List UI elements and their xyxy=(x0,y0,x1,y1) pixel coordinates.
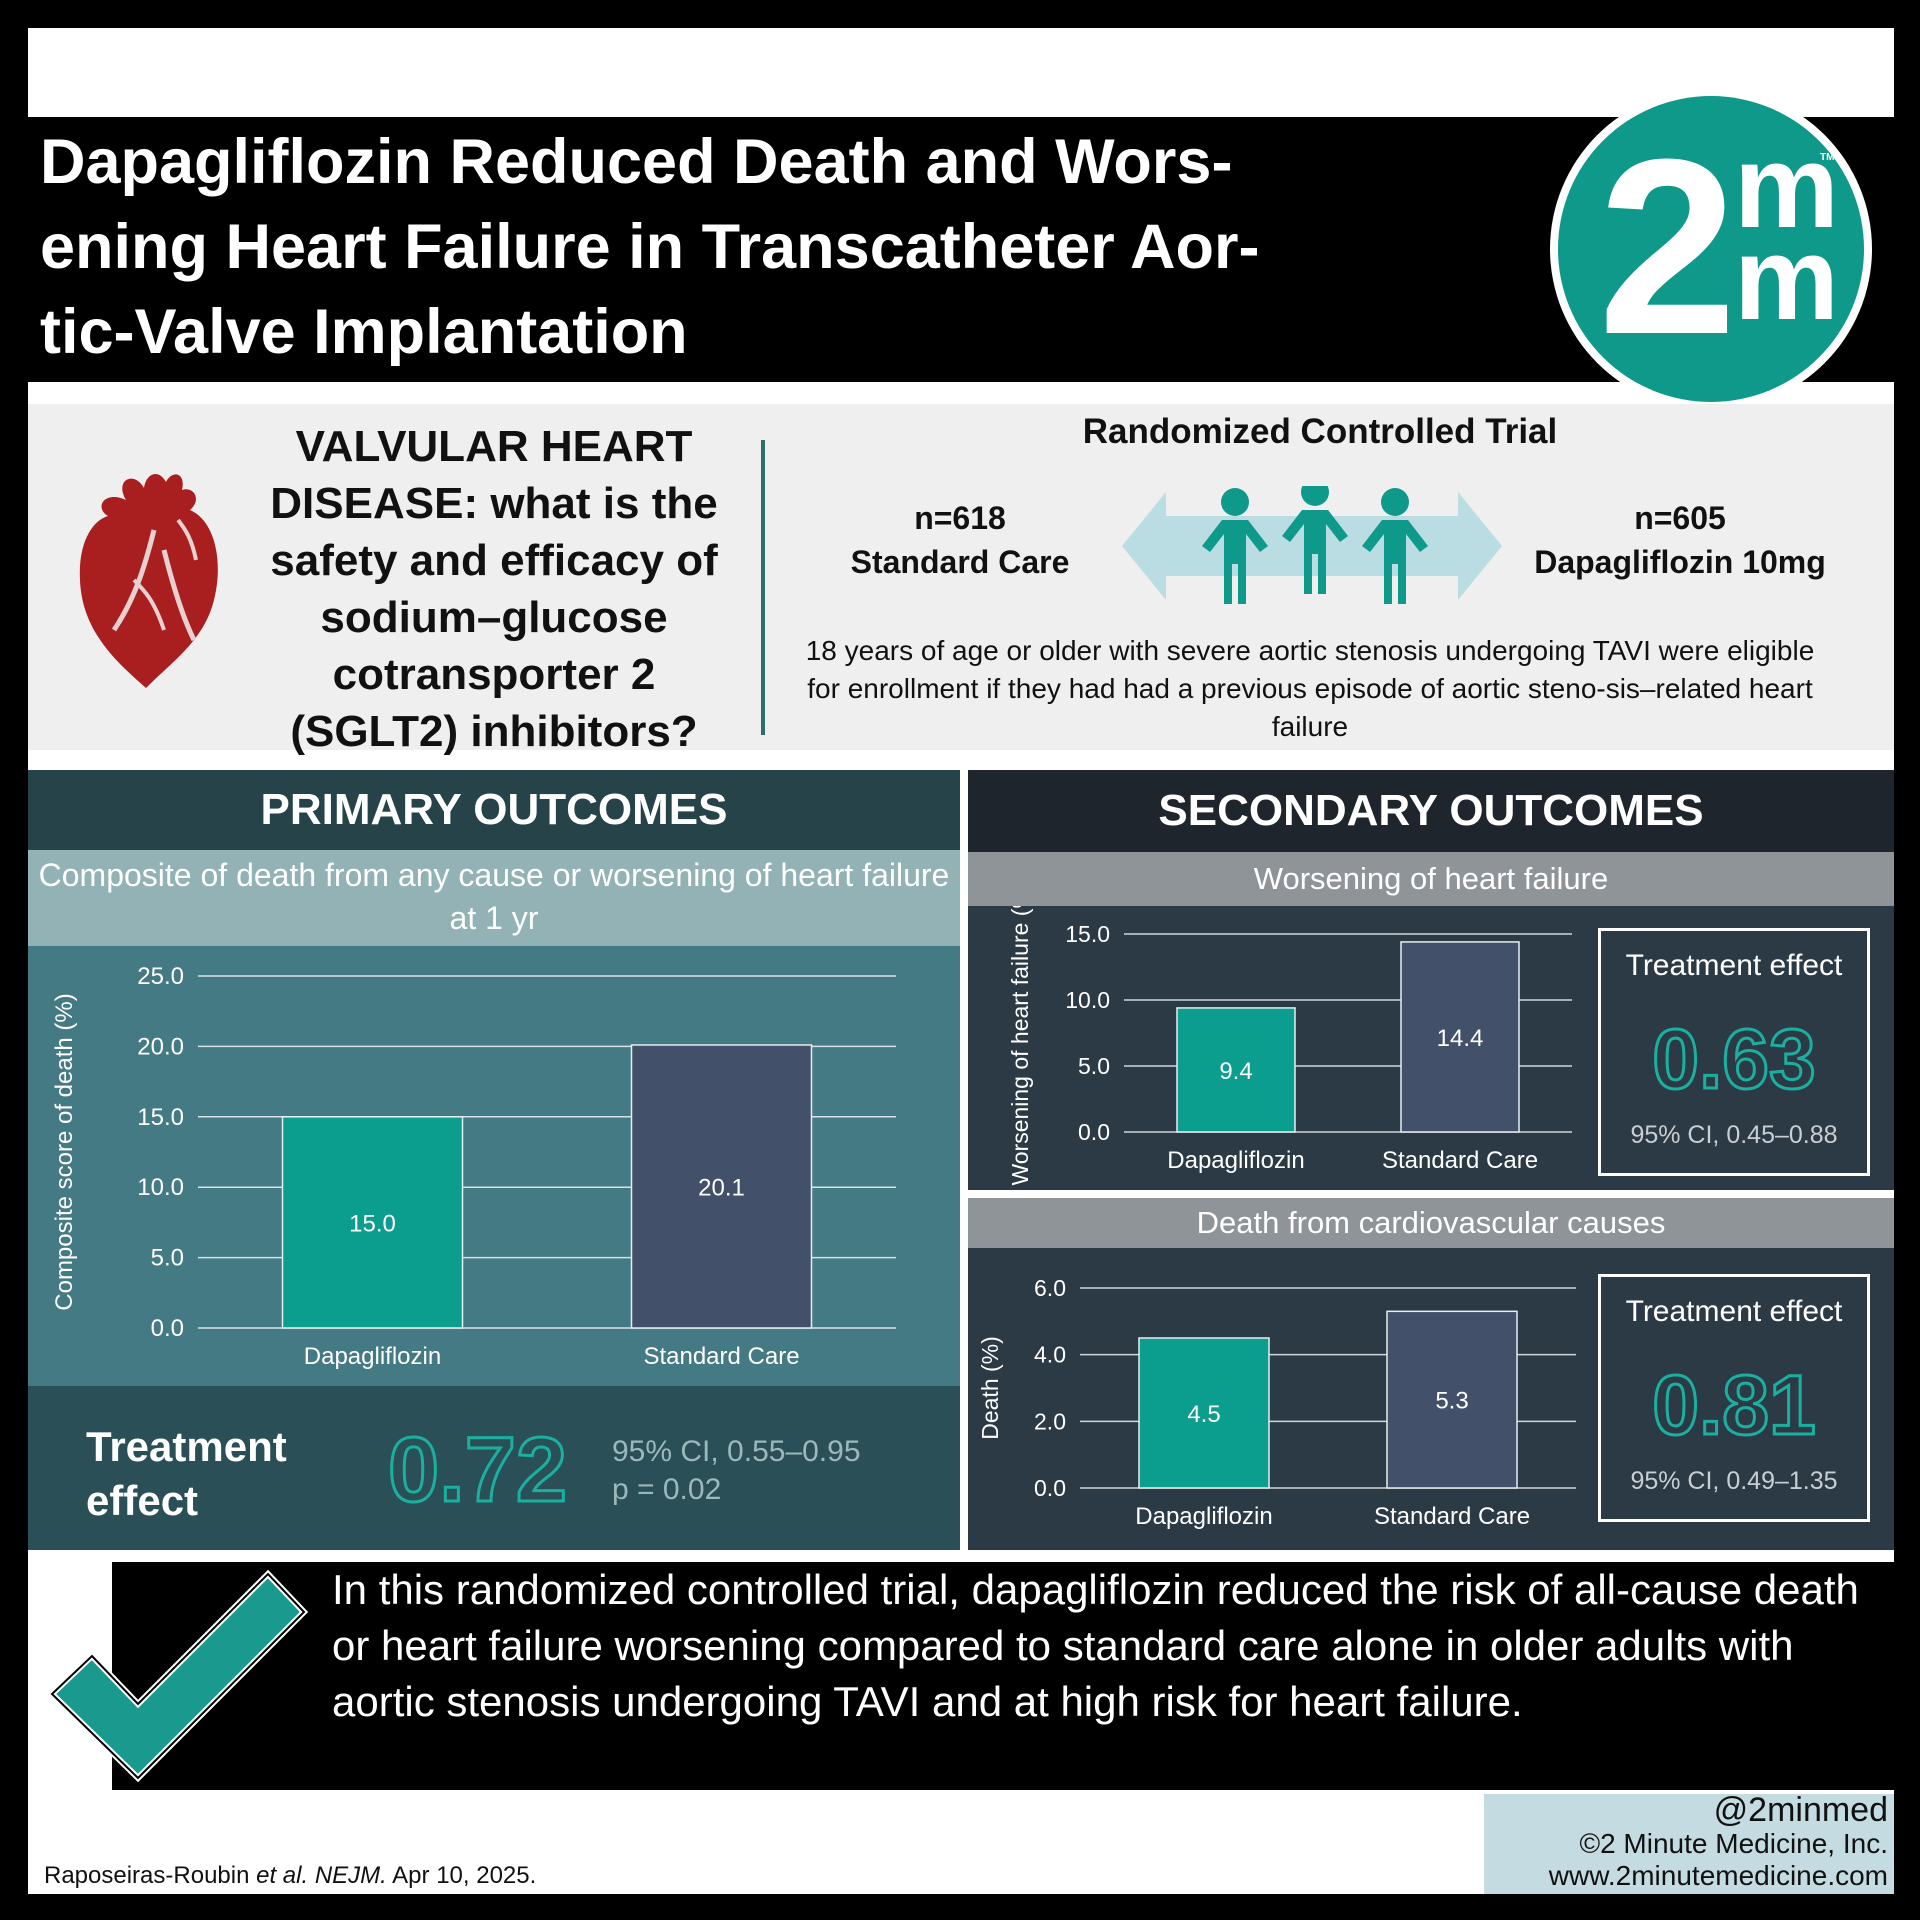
y-tick-label: 2.0 xyxy=(1034,1408,1066,1434)
y-tick-label: 10.0 xyxy=(137,1174,184,1201)
website-link[interactable]: www.2minutemedicine.com xyxy=(1548,1860,1888,1891)
logo-numeral: 2 xyxy=(1598,107,1737,386)
citation-date: Apr 10, 2025. xyxy=(386,1862,537,1889)
trial-title: Randomized Controlled Trial xyxy=(1082,412,1558,451)
treatment-effect-box: Treatment effect 0.63 95% CI, 0.45–0.88 xyxy=(1598,928,1870,1176)
bar-value-label: 15.0 xyxy=(349,1210,396,1237)
credit: @2minmed ©2 Minute Medicine, Inc. www.2m… xyxy=(1484,1792,1888,1892)
treatment-effect-label: Treatment effect xyxy=(1625,949,1843,982)
logo-letter: m xyxy=(1734,213,1839,345)
arm-n: n=605 xyxy=(1634,500,1726,536)
citation-authors: Raposeiras-Roubin xyxy=(44,1862,250,1889)
y-tick-label: 4.0 xyxy=(1034,1342,1066,1368)
x-category-label: Dapagliflozin xyxy=(1167,1147,1304,1174)
bar xyxy=(630,1044,813,1329)
conclusion-band xyxy=(112,1562,1894,1790)
treatment-effect-label: Treatment effect xyxy=(86,1423,287,1524)
divider xyxy=(761,440,765,735)
arm-n: n=618 xyxy=(914,500,1006,536)
x-category-label: Dapagliflozin xyxy=(304,1343,441,1370)
page-title: Dapagliflozin Reduced Death and Wors- en… xyxy=(40,120,1540,375)
citation: Raposeiras-Roubin et al. NEJM. Apr 10, 2… xyxy=(44,1862,536,1890)
title-line: tic-Valve Implantation xyxy=(40,297,688,367)
p-value: p = 0.02 xyxy=(612,1473,722,1506)
primary-effect-band xyxy=(28,1386,960,1550)
citation-etal: et al. xyxy=(249,1862,309,1889)
bar xyxy=(1138,1337,1270,1489)
primary-bar-chart: 0.0 5.0 10.0 15.0 20.0 25.0 15.0 Dapagliflozin 2… xyxy=(51,963,896,1370)
conclusion-text: In this randomized controlled trial, dap… xyxy=(332,1566,1859,1725)
eligibility-text: 18 years of age or older with severe aor… xyxy=(805,635,1815,742)
title-line: ening Heart Failure in Transcatheter Aor… xyxy=(40,212,1260,282)
heart-icon xyxy=(79,474,218,688)
x-category-label: Standard Care xyxy=(643,1343,799,1370)
primary-subheading: Composite of death from any cause or wor… xyxy=(28,850,960,946)
secondary-subheading: Worsening of heart failure xyxy=(968,852,1894,906)
bar xyxy=(1400,941,1520,1133)
citation-journal: NEJM. xyxy=(308,1862,387,1889)
bar xyxy=(1386,1310,1518,1489)
title-line: Dapagliflozin Reduced Death and Wors- xyxy=(40,127,1233,197)
bar-value-label: 14.4 xyxy=(1437,1025,1484,1052)
bar-value-label: 5.3 xyxy=(1435,1388,1468,1415)
divider xyxy=(960,770,968,1550)
y-tick-label: 0.0 xyxy=(151,1315,184,1342)
treatment-effect-value: 0.81 xyxy=(1651,1357,1818,1454)
worsening-hf-bar-chart: 0.0 5.0 10.0 15.0 9.4 Dapagliflozin 14.4 Standa… xyxy=(1007,906,1572,1186)
clinical-question: VALVULAR HEART DISEASE: what is the safe… xyxy=(270,422,718,756)
bar-value-label: 20.1 xyxy=(698,1174,745,1201)
social-handle[interactable]: @2minmed xyxy=(1713,1791,1888,1829)
y-tick-label: 15.0 xyxy=(137,1104,184,1131)
treatment-effect-ci: 95% CI, 0.49–1.35 xyxy=(1630,1467,1838,1495)
logo: 2 m m TM xyxy=(1558,96,1864,402)
y-tick-label: 6.0 xyxy=(1034,1275,1066,1301)
treatment-effect-ci: 95% CI, 0.55–0.95 p = 0.02 xyxy=(612,1433,861,1509)
arm-label: Dapagliflozin 10mg xyxy=(1534,544,1826,580)
copyright: ©2 Minute Medicine, Inc. xyxy=(1579,1828,1888,1859)
bar-value-label: 9.4 xyxy=(1219,1058,1252,1085)
secondary-subheading: Death from cardiovascular causes xyxy=(968,1198,1894,1248)
y-tick-label: 15.0 xyxy=(1065,921,1110,947)
y-tick-label: 0.0 xyxy=(1078,1119,1110,1145)
treatment-effect-value: 0.72 xyxy=(386,1418,568,1523)
x-category-label: Standard Care xyxy=(1382,1147,1538,1174)
y-axis-label: Death (%) xyxy=(977,1336,1003,1440)
x-category-label: Standard Care xyxy=(1374,1503,1530,1530)
credit-box xyxy=(1484,1794,1894,1894)
treatment-effect-label: Treatment effect xyxy=(1625,1295,1843,1328)
y-axis-label: Worsening of heart failure (%) xyxy=(1007,906,1033,1186)
y-tick-label: 20.0 xyxy=(137,1033,184,1060)
y-tick-label: 0.0 xyxy=(1034,1475,1066,1501)
treatment-effect-value: 0.63 xyxy=(1651,1011,1818,1108)
y-tick-label: 5.0 xyxy=(151,1245,184,1272)
checkmark-icon xyxy=(47,1569,309,1783)
bar xyxy=(281,1116,464,1329)
logo-trademark: TM xyxy=(1820,152,1835,163)
arm-label: Standard Care xyxy=(850,544,1070,580)
y-axis-label: Composite score of death (%) xyxy=(51,993,78,1310)
x-category-label: Dapagliflozin xyxy=(1135,1503,1272,1530)
y-tick-label: 5.0 xyxy=(1078,1053,1110,1079)
divider xyxy=(968,1190,1894,1198)
bar xyxy=(1176,1007,1296,1133)
y-tick-label: 10.0 xyxy=(1065,987,1110,1013)
people-icon xyxy=(1122,486,1502,604)
question-band xyxy=(28,404,1894,750)
secondary-heading: SECONDARY OUTCOMES xyxy=(968,770,1894,852)
logo-letter: m xyxy=(1734,121,1839,253)
primary-heading: PRIMARY OUTCOMES xyxy=(28,770,960,850)
ci-text: 95% CI, 0.55–0.95 xyxy=(612,1435,861,1468)
arm-dapagliflozin: n=605 Dapagliflozin 10mg xyxy=(1500,496,1860,584)
arm-standard-care: n=618 Standard Care xyxy=(820,496,1100,584)
treatment-effect-box: Treatment effect 0.81 95% CI, 0.49–1.35 xyxy=(1598,1274,1870,1522)
treatment-effect-ci: 95% CI, 0.45–0.88 xyxy=(1630,1121,1838,1149)
cv-death-bar-chart: 0.0 2.0 4.0 6.0 4.5 Dapagliflozin 5.3 Standard … xyxy=(977,1275,1576,1530)
y-tick-label: 25.0 xyxy=(137,963,184,990)
bar-value-label: 4.5 xyxy=(1187,1401,1220,1428)
